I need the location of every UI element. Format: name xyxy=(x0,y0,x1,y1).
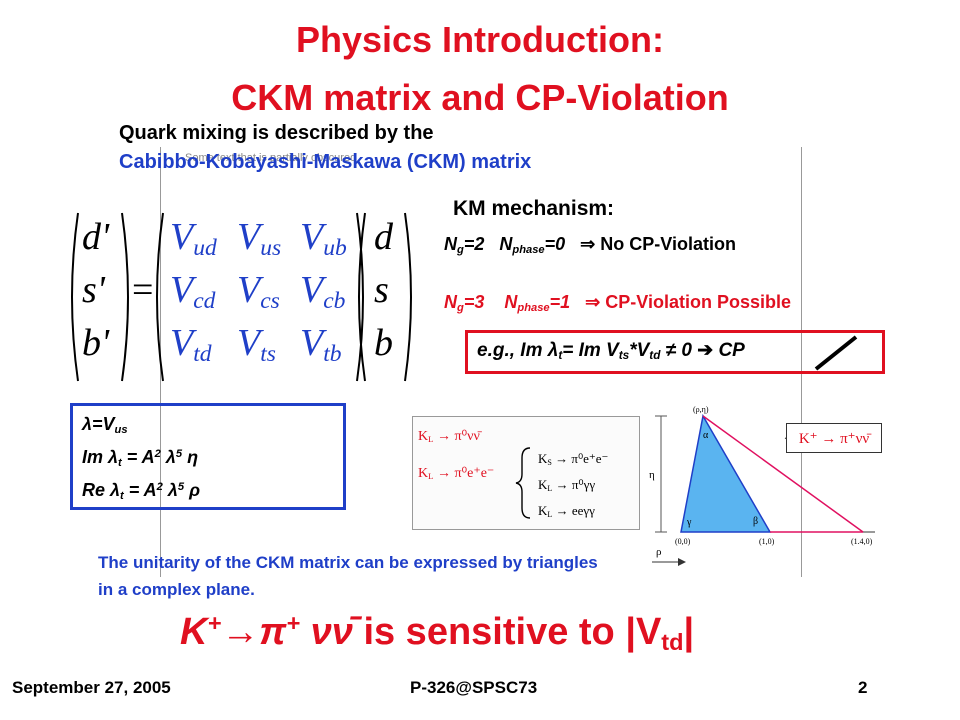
unitarity-triangle-diagram: (ρ,η) α γ β η (0,0) (1,0) (1.4,0) xyxy=(649,405,875,546)
unitarity-triangle xyxy=(680,413,772,533)
v-cb: Vcb xyxy=(300,269,346,314)
decay-kl-pi0ee: KL → π⁰e⁺e⁻ xyxy=(418,466,495,482)
lhs-s: s' xyxy=(82,269,105,311)
lhs-d: d' xyxy=(82,216,110,258)
footer-date: September 27, 2005 xyxy=(12,678,171,697)
v-ts: Vts xyxy=(237,322,276,367)
point-14-0-label: (1.4,0) xyxy=(851,537,873,546)
cp-strike-line xyxy=(814,335,858,371)
example-text: e.g., Im λt= Im Vts*Vtd ≠ 0 ➔ CP xyxy=(477,340,745,362)
decay-kl-pi0gg: KL → π⁰γγ xyxy=(538,477,596,493)
v-ub: Vub xyxy=(300,216,347,261)
ckm-matrix-equation xyxy=(71,212,412,382)
lambda-definitions: λ=Vus Im λt = A2 λ5 η Re λt = A2 λ5 ρ xyxy=(82,412,200,508)
point-1-0-label: (1,0) xyxy=(759,537,775,546)
rhs-s: s xyxy=(374,269,389,311)
eta-label: η xyxy=(649,469,655,481)
decay-branches: KS → π⁰e⁺e⁻ KL → π⁰γγ KL → eeγγ xyxy=(538,448,608,526)
v-td: Vtd xyxy=(170,322,212,367)
decay-kl-eegg: KL → eeγγ xyxy=(538,503,595,519)
unitarity-line1: The unitarity of the CKM matrix can be e… xyxy=(98,553,598,572)
beta-label: β xyxy=(753,516,758,527)
kplus-decay-label: K⁺ → π⁺νν̄ xyxy=(786,423,882,453)
v-ud: Vud xyxy=(170,216,217,261)
decay-brace xyxy=(515,447,531,519)
decay-kl-pi0nunu: KL → π⁰νν̄ xyxy=(418,429,480,445)
km-line-ng3: Ng=3 Nphase=1 ⇒ CP-Violation Possible xyxy=(444,292,791,314)
apex-label: (ρ,η) xyxy=(693,405,709,414)
gamma-label: γ xyxy=(686,517,692,528)
v-cs: Vcs xyxy=(237,269,280,314)
intro-line1: Quark mixing is described by the xyxy=(119,122,434,144)
decay-ks-pi0ee: KS → π⁰e⁺e⁻ xyxy=(538,451,609,467)
rhs-b: b xyxy=(374,322,393,364)
rho-label: ρ xyxy=(656,546,662,558)
v-cd: Vcd xyxy=(170,269,216,314)
example-box xyxy=(465,330,885,374)
km-line-ng2: Ng=2 Nphase=0 ⇒ No CP-Violation xyxy=(444,234,736,256)
intro-line2: Cabibbo-Kobayashi-Maskawa (CKM) matrix xyxy=(119,151,532,173)
v-us: Vus xyxy=(237,216,282,261)
origin-label: (0,0) xyxy=(675,537,691,546)
re-lambda: Re λt = A2 λ5 ρ xyxy=(82,479,200,502)
sensitivity-statement: K+→π+ νν̄ is sensitive to |Vtd| xyxy=(180,610,695,655)
title-line1: Physics Introduction: xyxy=(295,19,665,60)
alpha-label: α xyxy=(703,430,709,441)
lambda-box xyxy=(70,403,346,510)
title-line2: CKM matrix and CP-Violation xyxy=(231,77,729,118)
rhs-d: d xyxy=(374,216,393,258)
footer-page: 2 xyxy=(858,678,868,697)
rho-axis: ρ xyxy=(652,546,686,566)
cp-crossed: CP xyxy=(718,340,745,361)
lhs-b: b' xyxy=(82,322,110,364)
v-tb: Vtb xyxy=(300,322,342,367)
decays-box xyxy=(412,416,640,530)
im-lambda: Im λt = A2 λ5 η xyxy=(82,446,199,469)
lambda-def: λ=Vus xyxy=(82,414,128,436)
unitarity-line2: in a complex plane. xyxy=(98,580,255,599)
overlay-text: Some text that is partially obscured xyxy=(185,152,357,164)
footer-ref: P-326@SPSC73 xyxy=(410,678,538,697)
km-heading: KM mechanism: xyxy=(453,197,615,220)
equals-sign: = xyxy=(132,269,154,311)
